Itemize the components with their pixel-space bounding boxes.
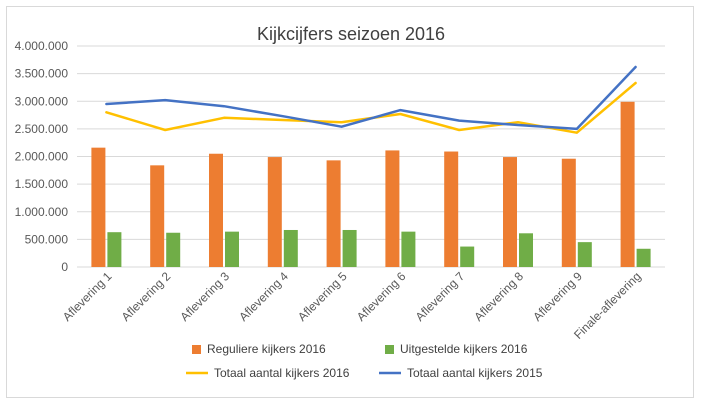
- y-tick-label: 3.000.000: [15, 94, 69, 108]
- legend-label: Totaal aantal kijkers 2015: [407, 366, 543, 380]
- x-tick-label: Aflevering 3: [177, 269, 232, 324]
- gridlines: [77, 46, 665, 267]
- x-tick-label: Aflevering 5: [295, 269, 350, 324]
- legend-swatch: [192, 345, 201, 354]
- y-tick-label: 2.000.000: [15, 150, 69, 164]
- y-tick-label: 1.500.000: [15, 177, 69, 191]
- bar-uitgestelde: [107, 232, 121, 267]
- bar-uitgestelde: [166, 233, 180, 267]
- legend-label: Reguliere kijkers 2016: [207, 342, 326, 356]
- bar-reguliere: [209, 154, 223, 267]
- x-tick-label: Aflevering 6: [354, 269, 409, 324]
- bar-reguliere: [91, 148, 105, 267]
- bar-uitgestelde: [284, 230, 298, 267]
- x-tick-label: Aflevering 8: [471, 269, 526, 324]
- lines: [106, 67, 635, 133]
- series-line-2015: [106, 67, 635, 129]
- x-tick-label: Aflevering 4: [236, 269, 291, 324]
- bar-uitgestelde: [460, 247, 474, 267]
- bar-reguliere: [444, 152, 458, 267]
- bar-reguliere: [621, 102, 635, 267]
- y-axis: 0 500.000 1.000.000 1.500.000 2.000.000 2.500…: [15, 39, 69, 274]
- bar-reguliere: [327, 160, 341, 267]
- chart-title: Kijkcijfers seizoen 2016: [257, 24, 445, 44]
- y-tick-label: 3.500.000: [15, 67, 69, 81]
- x-tick-label: Aflevering 9: [530, 269, 585, 324]
- x-tick-label: Aflevering 7: [413, 269, 468, 324]
- chart: Kijkcijfers seizoen 2016 0 500.000 1.000.0…: [0, 0, 702, 406]
- bar-uitgestelde: [343, 230, 357, 267]
- y-tick-label: 500.000: [25, 232, 69, 246]
- bar-uitgestelde: [637, 249, 651, 267]
- series-line-2016: [106, 83, 635, 133]
- bar-reguliere: [268, 157, 282, 267]
- legend: Reguliere kijkers 2016 Uitgestelde kijker…: [186, 342, 543, 380]
- y-tick-label: 1.000.000: [15, 205, 69, 219]
- bar-uitgestelde: [225, 232, 239, 267]
- x-axis: Aflevering 1 Aflevering 2 Aflevering 3 Afle…: [60, 269, 644, 342]
- x-tick-label: Aflevering 1: [60, 269, 115, 324]
- bar-reguliere: [562, 159, 576, 267]
- bar-uitgestelde: [401, 232, 415, 267]
- bar-uitgestelde: [578, 242, 592, 267]
- y-tick-label: 0: [61, 260, 68, 274]
- x-tick-label: Aflevering 2: [119, 269, 174, 324]
- bar-uitgestelde: [519, 233, 533, 267]
- bar-reguliere: [503, 157, 517, 267]
- legend-label: Uitgestelde kijkers 2016: [400, 342, 528, 356]
- bar-reguliere: [150, 165, 164, 267]
- legend-label: Totaal aantal kijkers 2016: [214, 366, 350, 380]
- legend-swatch: [385, 345, 394, 354]
- y-tick-label: 4.000.000: [15, 39, 69, 53]
- y-tick-label: 2.500.000: [15, 122, 69, 136]
- bar-reguliere: [385, 150, 399, 267]
